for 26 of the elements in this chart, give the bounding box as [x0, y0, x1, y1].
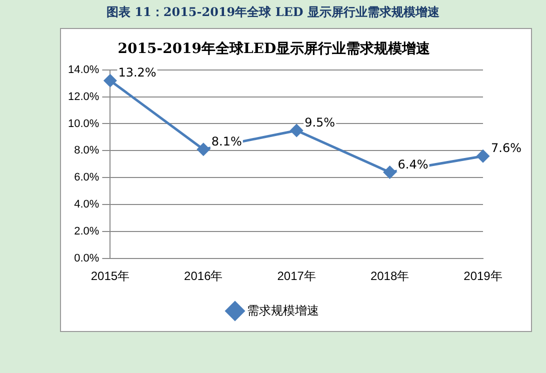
y-tick-label: 12.0%	[68, 90, 100, 103]
y-tick-label: 0.0%	[74, 252, 100, 265]
point	[104, 74, 116, 87]
y-tick-label: 2.0%	[74, 226, 100, 238]
data-label: 6.4%	[398, 157, 428, 172]
chart-subtitle: 2015-2019年全球LED显示屏行业需求规模增速	[118, 41, 432, 58]
data-label: 9.5%	[304, 116, 336, 130]
x-tick-label: 2018年	[370, 269, 410, 284]
point	[384, 166, 396, 179]
data-label: 13.2%	[118, 66, 156, 80]
data-label: 8.1%	[211, 134, 242, 148]
y-tick-label: 6.0%	[74, 172, 100, 184]
x-tick-label: 2015年	[90, 269, 130, 284]
point	[197, 143, 210, 156]
chart-title: 图表 11：2015-2019年全球 LED 显示屏行业需求规模增速	[106, 4, 440, 21]
x-tick-label: 2019年	[464, 269, 502, 284]
x-tick-label: 2016年	[184, 269, 223, 284]
point	[476, 150, 490, 162]
point	[290, 124, 303, 137]
y-tick-label: 14.0%	[68, 64, 100, 76]
legend-label: 需求规模增速	[247, 303, 319, 318]
y-tick-label: 4.0%	[74, 198, 100, 211]
x-tick-label: 2017年	[277, 269, 316, 284]
y-tick-label: 10.0%	[68, 118, 100, 130]
data-label: 7.6%	[491, 141, 522, 156]
y-tick-label: 8.0%	[74, 144, 100, 157]
